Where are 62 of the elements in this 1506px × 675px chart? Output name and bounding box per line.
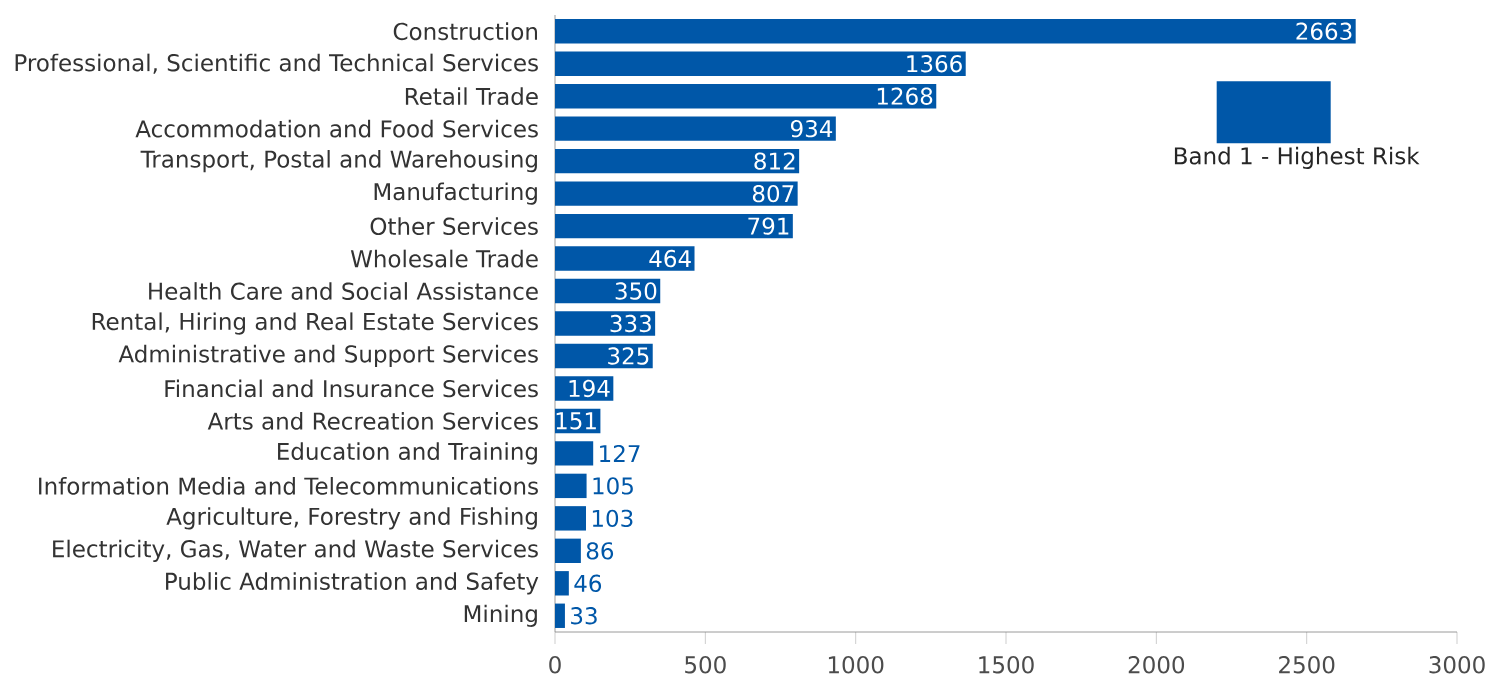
data-label: 791 xyxy=(748,217,789,235)
bar xyxy=(555,538,581,564)
data-label: 1268 xyxy=(877,87,933,105)
x-tick-label: 0 xyxy=(549,656,561,674)
x-tick-label: 2000 xyxy=(1128,656,1185,674)
bar xyxy=(555,571,569,596)
data-label: 46 xyxy=(574,574,602,592)
y-tick-label: Agriculture, Forestry and Fishing xyxy=(166,507,537,530)
y-tick-label: Wholesale Trade xyxy=(350,249,538,268)
y-tick-label: Public Administration and Safety xyxy=(166,572,539,595)
y-tick-label: Professional, Scientific and Technical Services xyxy=(15,53,538,74)
bar xyxy=(555,51,966,76)
data-label: 464 xyxy=(649,249,691,268)
data-label: 151 xyxy=(556,412,596,430)
x-tick-label: 2500 xyxy=(1279,656,1335,674)
bar xyxy=(555,148,800,174)
bar xyxy=(555,603,565,628)
y-tick-label: Transport, Postal and Warehousing xyxy=(140,150,537,173)
bar xyxy=(555,473,587,499)
data-label: 934 xyxy=(790,119,833,138)
bar xyxy=(555,19,1356,44)
x-tick-label: 1500 xyxy=(979,656,1034,674)
bar xyxy=(555,213,793,239)
bar xyxy=(555,116,836,141)
y-tick-label: Construction xyxy=(393,22,537,41)
bar xyxy=(555,83,937,109)
y-tick-label: Administrative and Support Services xyxy=(118,344,538,368)
data-label: 350 xyxy=(615,282,657,300)
y-tick-label: Financial and Insurance Services xyxy=(165,379,538,398)
data-label: 127 xyxy=(600,444,640,462)
x-tick-label: 1000 xyxy=(828,656,884,674)
y-tick-label: Accommodation and Food Services xyxy=(135,119,538,138)
y-tick-label: Manufacturing xyxy=(374,182,537,205)
bar xyxy=(555,343,653,369)
x-tick-label: 500 xyxy=(685,656,726,674)
y-tick-label: Electricity, Gas, Water and Waste Services xyxy=(53,539,538,562)
bar xyxy=(555,506,586,531)
y-tick-label: Education and Training xyxy=(278,442,537,465)
data-label: 86 xyxy=(586,542,614,560)
data-label: 103 xyxy=(592,509,633,528)
data-label: 333 xyxy=(610,314,651,333)
y-tick-label: Arts and Recreation Services xyxy=(207,412,538,430)
y-tick-label: Other Services xyxy=(370,217,538,235)
data-label: 194 xyxy=(569,379,610,398)
bar xyxy=(555,181,798,206)
data-label: 1366 xyxy=(907,55,962,73)
data-label: 2663 xyxy=(1296,22,1352,40)
data-label: 325 xyxy=(608,347,649,365)
bar xyxy=(555,311,656,336)
text: Band 1 - Highest Risk xyxy=(1174,146,1420,170)
data-label: 33 xyxy=(571,607,597,625)
bar xyxy=(555,441,594,466)
bar xyxy=(555,246,695,271)
y-tick-label: Retail Trade xyxy=(405,87,538,106)
x-tick-label: 3000 xyxy=(1429,656,1485,674)
y-tick-label: Rental, Hiring and Real Estate Services xyxy=(92,312,538,335)
y-tick-label: Mining xyxy=(464,604,537,627)
data-label: 807 xyxy=(752,184,794,203)
y-tick-label: Information Media and Telecommunications xyxy=(39,476,538,495)
y-tick-label: Health Care and Social Assistance xyxy=(149,282,538,300)
data-label: 105 xyxy=(593,477,633,495)
data-label: 812 xyxy=(754,152,795,170)
